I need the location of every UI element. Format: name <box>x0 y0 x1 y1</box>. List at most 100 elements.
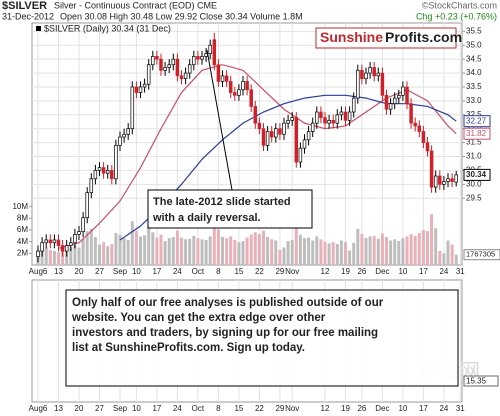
x-tick-label: 10 <box>398 404 407 413</box>
candle-body <box>306 131 311 141</box>
x-tick-label: 15 <box>234 404 243 413</box>
volume-bar <box>118 234 122 265</box>
volume-layer <box>36 214 458 265</box>
candle-body <box>241 81 245 91</box>
y-tick-label: 33.0 <box>466 96 482 105</box>
candle-body <box>233 92 237 96</box>
candle-body <box>343 111 348 121</box>
candle-body <box>433 175 438 188</box>
volume-bar <box>352 242 356 265</box>
candle-body <box>265 131 270 146</box>
x-tick-label: 17 <box>419 404 428 413</box>
candle-body <box>208 44 212 54</box>
volume-bar <box>397 241 401 265</box>
close-value-box <box>463 168 491 181</box>
candle-body <box>450 178 454 182</box>
volume-tick-label: 2M <box>17 248 28 257</box>
candle-body <box>376 72 381 77</box>
volume-bar <box>380 233 384 265</box>
candle-body <box>110 170 114 180</box>
volume-bar <box>81 238 85 265</box>
x-tick-label: 22 <box>255 267 264 276</box>
x-tick-label: Oct <box>192 267 205 276</box>
candle-body <box>138 86 143 93</box>
volume-bar <box>159 234 163 265</box>
volume-bar <box>93 237 97 265</box>
readout: Open 30.08 High 30.48 Low 29.92 Close 30… <box>60 11 303 21</box>
volume-bar <box>151 232 155 265</box>
y-tick-label: 30.0 <box>466 179 482 188</box>
x-tick-label: Nov <box>285 404 299 413</box>
candle-body <box>151 56 155 66</box>
volume-bar <box>372 235 376 265</box>
candle-body <box>323 117 327 124</box>
volume-bar <box>323 241 327 265</box>
x-tick-label: 24 <box>173 267 182 276</box>
candle-body <box>397 94 401 99</box>
candle-body <box>64 245 69 252</box>
x-tick-label: Sep <box>113 267 128 276</box>
candle-body <box>368 67 372 74</box>
x-tick-label: 10 <box>132 404 141 413</box>
x-tick-label: 29 <box>275 404 284 413</box>
candle-body <box>204 53 208 57</box>
volume-bar <box>143 235 147 265</box>
volume-bar <box>65 249 69 265</box>
volume-bar <box>48 249 52 265</box>
volume-tick-label: 6M <box>17 225 28 234</box>
x-tick-label: 12 <box>321 267 330 276</box>
candle-body <box>69 242 73 246</box>
y-tick-label: 32.5 <box>466 110 482 119</box>
volume-bar <box>274 240 278 265</box>
promo-line: investors and traders, by signing up for… <box>72 327 378 339</box>
candle-body <box>224 75 229 82</box>
volume-bar <box>147 227 151 265</box>
logo-part: Sunshine <box>320 29 383 45</box>
candle-body <box>310 122 315 132</box>
volume-bar <box>229 236 233 265</box>
candle-body <box>237 89 241 96</box>
y-tick-label: 31.5 <box>466 138 482 147</box>
volume-bar <box>188 238 192 265</box>
candle-body <box>130 86 135 130</box>
volume-bar <box>290 239 294 265</box>
volume-bar <box>122 238 126 265</box>
candle-body <box>175 58 180 77</box>
x-tick-label: 15 <box>234 267 243 276</box>
annotation-box <box>147 189 313 229</box>
candle-body <box>261 128 266 146</box>
candle-body <box>360 69 364 79</box>
candle-body <box>454 174 458 183</box>
candle-body <box>315 111 319 124</box>
volume-bar <box>368 236 372 265</box>
candle-body <box>257 122 262 130</box>
x-tick-label: 12 <box>321 404 330 413</box>
volume-bar <box>196 238 200 265</box>
volume-bar <box>339 240 343 265</box>
promo-line: list at SunshineProfits.com. Sign up tod… <box>72 342 305 354</box>
volume-bar <box>385 237 388 265</box>
x-tick-label: Dec <box>375 404 389 413</box>
volume-readout: 1767305 <box>466 250 495 259</box>
candle-body <box>60 245 65 252</box>
candle-body <box>388 103 393 110</box>
volume-bar <box>389 240 393 265</box>
candle-body <box>212 39 217 66</box>
candle-body <box>409 103 413 124</box>
volume-bar <box>298 234 302 265</box>
candle-body <box>425 142 430 152</box>
annotation-arrow <box>206 49 233 191</box>
candle-body <box>364 72 368 79</box>
volume-bar <box>417 232 421 265</box>
candle-body <box>384 94 389 110</box>
candle-body <box>429 150 434 188</box>
candle-body <box>163 67 167 71</box>
promo-line: website. You can get the extra edge over… <box>71 312 326 324</box>
volume-bar <box>85 231 89 265</box>
volume-bar <box>270 239 274 265</box>
volume-bar <box>245 237 249 265</box>
candle-body <box>48 239 53 244</box>
volume-bar <box>376 238 380 265</box>
y-tick-label: 34.0 <box>466 68 482 77</box>
candle-body <box>274 128 278 138</box>
